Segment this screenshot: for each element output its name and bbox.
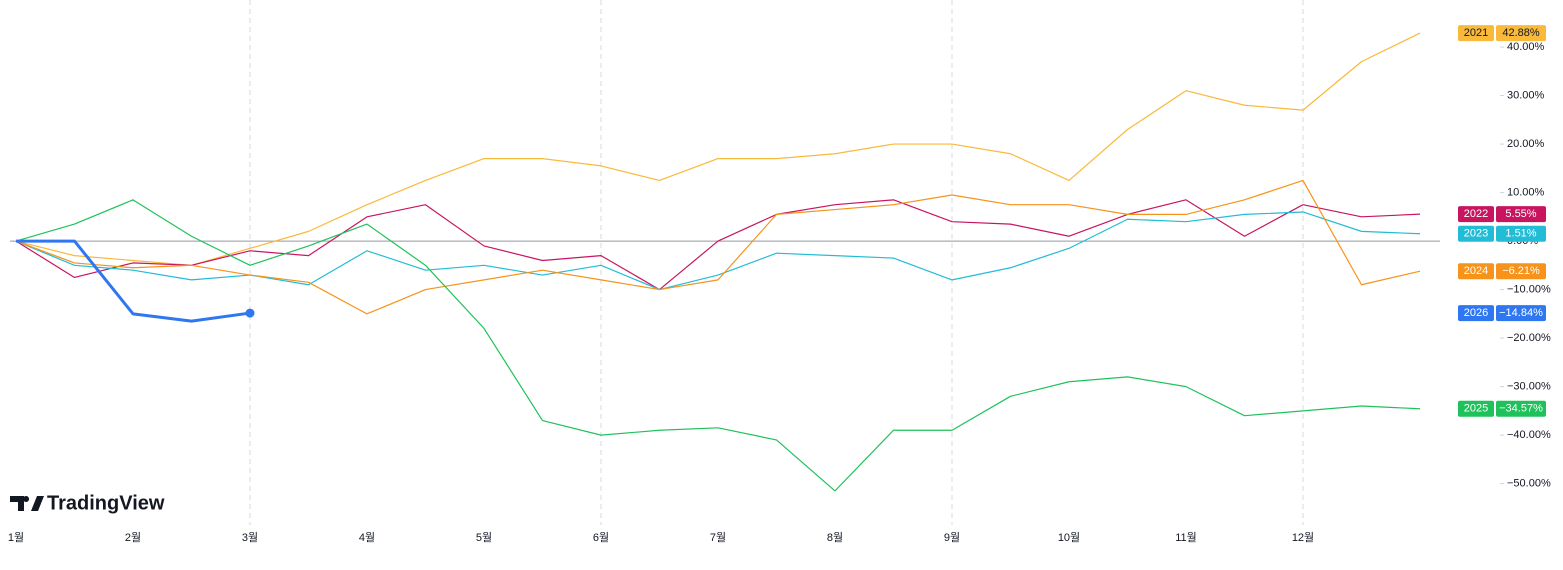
badge-name-box [1458,206,1494,223]
x-tick-label: 1월 [8,531,24,544]
x-tick-label: 11월 [1175,531,1197,544]
y-tick-label: 20.00% [1507,138,1545,150]
badge-name-box [1458,225,1494,242]
badge-value-box [1496,25,1546,42]
badge-value-box [1496,225,1546,242]
badge-value-box [1496,206,1546,223]
x-tick-label: 8월 [827,531,843,544]
x-tick-label: 3월 [242,531,258,544]
value-label: −34.57% [1499,403,1543,415]
badge-name-box [1458,263,1494,280]
badge-value-box [1496,305,1546,322]
x-tick-label: 12월 [1292,531,1314,544]
x-tick-label: 10월 [1058,531,1080,544]
y-tick-label: −50.00% [1507,478,1551,490]
legend-label: 2021 [1464,27,1488,39]
legend-badge: 2021 42.88% [1458,25,1546,42]
series-line [15,32,1421,266]
legend-label: 2023 [1464,228,1488,240]
legend-badge: 2022 5.55% [1458,206,1546,223]
y-tick-label: −40.00% [1507,429,1551,441]
legend-label: 2025 [1464,403,1488,415]
y-tick-label: −30.00% [1507,381,1551,393]
value-label: 1.51% [1505,228,1536,240]
end-dot [245,308,255,318]
y-tick-label: 40.00% [1507,41,1545,53]
x-tick-label: 2월 [125,531,141,544]
badge-name-box [1458,400,1494,417]
logo-icon [10,496,44,511]
x-tick-label: 4월 [359,531,375,544]
y-tick-label: −10.00% [1507,283,1551,295]
legend-label: 2026 [1464,307,1488,319]
y-tick-label: 30.00% [1507,89,1545,101]
legend-badge: 2023 1.51% [1458,225,1546,242]
y-tick-label: −20.00% [1507,332,1551,344]
value-label: −14.84% [1499,307,1543,319]
value-label: 42.88% [1502,27,1540,39]
x-tick-label: 7월 [710,531,726,544]
legend-badge: 2026 −14.84% [1458,305,1546,322]
y-tick-label: 10.00% [1507,186,1545,198]
value-label: 5.55% [1505,208,1536,220]
x-tick-label: 5월 [476,531,492,544]
badge-value-box [1496,400,1546,417]
legend-label: 2024 [1464,265,1488,277]
watermark: TradingView [47,492,165,514]
series-line [15,179,1421,315]
badge-value-box [1496,263,1546,280]
x-tick-label: 6월 [593,531,609,544]
value-label: −6.21% [1502,265,1540,277]
series-line [15,199,1421,492]
legend-badge: 2024 −6.21% [1458,263,1546,280]
series-line [15,211,1421,291]
legend-badge: 2025 −34.57% [1458,400,1546,417]
series-line [16,239,251,323]
badge-name-box [1458,305,1494,322]
x-tick-label: 9월 [944,531,960,544]
series-line [15,199,1421,291]
logo: TradingView [10,492,165,514]
badge-name-box [1458,25,1494,42]
legend-label: 2022 [1464,208,1488,220]
